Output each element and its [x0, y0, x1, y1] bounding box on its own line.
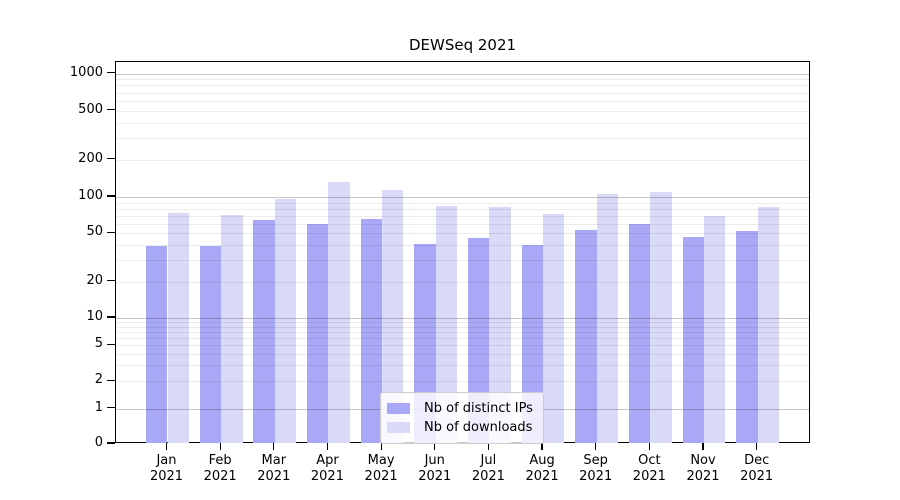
y-tick-0 [107, 442, 115, 444]
y-tick-5 [107, 343, 115, 345]
y-tick-200 [107, 158, 115, 160]
bar-downloads-jun [435, 206, 458, 443]
x-tick-label-aug: Aug 2021 [525, 453, 559, 484]
bar-distinct-ips-apr [307, 223, 329, 443]
legend-label-distinct-ips: Nb of distinct IPs [424, 401, 533, 416]
bar-downloads-nov [704, 216, 726, 443]
y-tick-label-100: 100 [78, 188, 103, 203]
bar-downloads-jul [489, 206, 511, 443]
bar-distinct-ips-jan [146, 246, 168, 443]
y-tick-label-10: 10 [86, 309, 103, 324]
legend-swatch-distinct-ips [387, 403, 410, 414]
x-tick-may [380, 443, 382, 450]
x-tick-mar [273, 443, 275, 450]
y-tick-10 [107, 316, 115, 318]
x-tick-label-mar: Mar 2021 [257, 453, 291, 484]
x-tick-jan [165, 443, 168, 450]
y-tick-label-1: 1 [94, 399, 103, 415]
x-tick-oct [648, 443, 650, 450]
chart-title: DEWSeq 2021 [408, 36, 517, 54]
x-tick-label-nov: Nov 2021 [686, 453, 720, 484]
x-tick-label-apr: Apr 2021 [310, 453, 344, 484]
x-tick-sep [595, 443, 597, 450]
x-tick-feb [219, 443, 221, 450]
x-tick-label-dec: Dec 2021 [740, 453, 774, 484]
bar-distinct-ips-dec [736, 231, 758, 443]
bars-layer [116, 62, 809, 443]
y-tick-label-5: 5 [94, 336, 103, 352]
y-tick-label-20: 20 [86, 272, 103, 288]
x-tick-label-feb: Feb 2021 [203, 453, 237, 484]
bar-downloads-apr [328, 182, 350, 443]
bar-downloads-oct [650, 191, 672, 443]
plot-area [115, 61, 810, 443]
y-tick-1000 [107, 71, 115, 74]
y-tick-label-200: 200 [78, 150, 103, 166]
x-tick-label-jul: Jul 2021 [471, 453, 505, 484]
y-tick-1 [107, 406, 115, 409]
bar-distinct-ips-sep [575, 230, 597, 443]
y-tick-label-50: 50 [86, 224, 103, 240]
x-tick-jun [434, 443, 436, 450]
y-tick-20 [107, 279, 115, 282]
bar-distinct-ips-oct [628, 223, 651, 443]
x-tick-label-jun: Jun 2021 [418, 453, 452, 484]
bar-distinct-ips-jul [468, 237, 490, 443]
x-tick-apr [326, 443, 329, 450]
y-tick-label-2: 2 [94, 372, 103, 388]
bar-downloads-feb [221, 214, 243, 443]
x-tick-nov [702, 443, 704, 450]
bar-downloads-aug [543, 214, 565, 443]
legend-label-downloads: Nb of downloads [424, 420, 533, 435]
y-tick-label-1000: 1000 [69, 64, 103, 80]
x-tick-label-jan: Jan 2021 [149, 453, 184, 484]
y-tick-label-0: 0 [94, 435, 103, 450]
y-tick-label-500: 500 [78, 101, 103, 117]
bar-distinct-ips-nov [682, 236, 704, 443]
x-tick-dec [756, 443, 758, 450]
y-tick-500 [107, 109, 115, 111]
x-tick-jul [487, 443, 489, 450]
legend-row-distinct-ips: Nb of distinct IPs [387, 399, 533, 418]
legend: Nb of distinct IPs Nb of downloads [380, 392, 544, 444]
bar-downloads-mar [274, 199, 297, 443]
x-tick-label-may: May 2021 [364, 453, 398, 484]
bar-downloads-sep [596, 194, 619, 443]
y-tick-2 [107, 379, 115, 381]
y-tick-50 [107, 231, 115, 233]
bar-downloads-may [382, 189, 404, 443]
bar-distinct-ips-mar [253, 219, 275, 443]
x-tick-aug [541, 443, 543, 450]
legend-swatch-downloads [387, 422, 410, 433]
bar-downloads-jan [167, 212, 189, 443]
x-tick-label-sep: Sep 2021 [579, 453, 613, 484]
legend-row-downloads: Nb of downloads [387, 418, 533, 437]
bar-distinct-ips-feb [199, 246, 222, 443]
x-tick-label-oct: Oct 2021 [632, 453, 666, 484]
y-tick-100 [107, 195, 115, 197]
bar-distinct-ips-may [360, 218, 383, 443]
bar-downloads-dec [757, 207, 780, 443]
